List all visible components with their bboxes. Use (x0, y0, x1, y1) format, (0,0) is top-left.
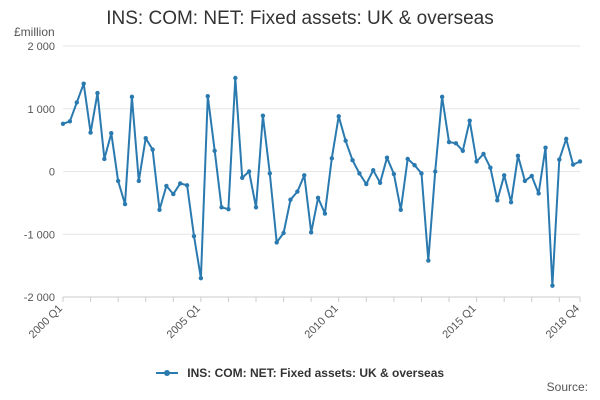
data-point[interactable] (191, 233, 197, 239)
data-point[interactable] (184, 183, 190, 188)
y-tick-label: 1 000 (27, 104, 55, 116)
y-tick-label: 0 (49, 167, 55, 179)
series-line (60, 75, 583, 288)
data-point[interactable] (226, 206, 231, 212)
x-tick-label: 2005 Q1 (165, 303, 203, 341)
data-point[interactable] (274, 240, 279, 245)
legend[interactable]: INS: COM: NET: Fixed assets: UK & overse… (0, 365, 600, 380)
data-point[interactable] (295, 189, 300, 194)
data-point[interactable] (115, 178, 121, 184)
data-point[interactable] (384, 155, 390, 160)
legend-swatch-icon (155, 369, 178, 376)
y-tick-label: 2 000 (27, 41, 55, 53)
data-point[interactable] (550, 283, 555, 288)
data-point[interactable] (143, 136, 148, 141)
data-point[interactable] (557, 157, 562, 162)
data-point[interactable] (157, 207, 162, 212)
x-tick-label: 2000 Q1 (27, 303, 65, 341)
y-axis-ticks: 2 000 1 000 0 -1 000 -2 000 (24, 41, 55, 304)
data-point[interactable] (495, 198, 500, 203)
source-label: Source: (546, 380, 588, 394)
data-point[interactable] (198, 275, 204, 281)
data-point[interactable] (474, 159, 479, 164)
data-point[interactable] (240, 175, 245, 180)
data-point[interactable] (343, 138, 348, 143)
data-point[interactable] (543, 145, 548, 150)
data-point[interactable] (219, 205, 224, 210)
y-axis-unit-label: £million (14, 25, 55, 39)
data-point[interactable] (322, 211, 328, 216)
data-point[interactable] (177, 181, 183, 186)
data-point[interactable] (570, 162, 576, 167)
data-point[interactable] (95, 90, 100, 96)
data-point[interactable] (74, 100, 79, 105)
data-point[interactable] (308, 230, 314, 235)
data-point[interactable] (501, 173, 507, 178)
data-point[interactable] (260, 113, 266, 118)
data-point[interactable] (564, 136, 569, 142)
data-point[interactable] (453, 141, 459, 146)
data-point[interactable] (481, 151, 486, 157)
series-polyline (62, 77, 581, 287)
data-point[interactable] (522, 178, 528, 184)
data-point[interactable] (129, 94, 135, 100)
data-point[interactable] (419, 171, 424, 176)
data-point[interactable] (364, 181, 369, 187)
data-point[interactable] (467, 118, 472, 123)
data-point[interactable] (508, 200, 514, 205)
data-point[interactable] (302, 173, 307, 178)
data-point[interactable] (439, 94, 445, 100)
data-point[interactable] (150, 147, 155, 152)
data-point[interactable] (315, 195, 321, 201)
data-point[interactable] (433, 169, 438, 174)
x-tick-label: 2010 Q1 (303, 303, 341, 341)
data-point[interactable] (122, 201, 128, 207)
data-point[interactable] (246, 169, 252, 174)
data-point[interactable] (88, 130, 93, 135)
data-point[interactable] (288, 197, 293, 202)
x-tick-label: 2015 Q1 (440, 303, 478, 341)
data-point[interactable] (329, 156, 335, 161)
data-point[interactable] (577, 159, 583, 164)
chart-title: INS: COM: NET: Fixed assets: UK & overse… (106, 8, 494, 29)
data-point[interactable] (102, 156, 107, 162)
data-point[interactable] (253, 205, 259, 210)
data-point[interactable] (488, 165, 493, 170)
data-point[interactable] (536, 191, 541, 196)
data-point[interactable] (267, 171, 272, 176)
data-point[interactable] (412, 163, 417, 168)
y-tick-label: -2 000 (24, 292, 55, 304)
data-point[interactable] (377, 180, 383, 185)
data-point[interactable] (233, 75, 238, 81)
data-point[interactable] (109, 131, 114, 136)
y-tick-label: -1 000 (24, 229, 55, 241)
data-point[interactable] (405, 156, 410, 162)
data-point[interactable] (460, 148, 466, 153)
data-point[interactable] (371, 168, 376, 173)
data-point[interactable] (529, 173, 534, 179)
data-point[interactable] (212, 148, 217, 153)
legend-label: INS: COM: NET: Fixed assets: UK & overse… (187, 365, 445, 380)
data-point[interactable] (67, 119, 73, 124)
data-point[interactable] (281, 230, 286, 236)
data-point[interactable] (357, 171, 362, 176)
data-point[interactable] (164, 183, 169, 189)
data-point[interactable] (336, 114, 341, 119)
x-tick-label: 2018 Q4 (544, 303, 582, 341)
data-point[interactable] (515, 153, 521, 159)
x-axis: 2000 Q1 2005 Q1 2010 Q1 2015 Q1 2018 Q4 (27, 296, 582, 341)
data-point[interactable] (171, 191, 176, 197)
data-point[interactable] (426, 258, 431, 263)
data-point[interactable] (205, 94, 210, 99)
data-point[interactable] (60, 121, 66, 127)
data-point[interactable] (136, 178, 142, 184)
data-point[interactable] (81, 81, 86, 86)
data-point[interactable] (446, 139, 452, 145)
data-point[interactable] (350, 158, 355, 163)
data-point[interactable] (391, 171, 397, 177)
data-point[interactable] (398, 207, 403, 212)
